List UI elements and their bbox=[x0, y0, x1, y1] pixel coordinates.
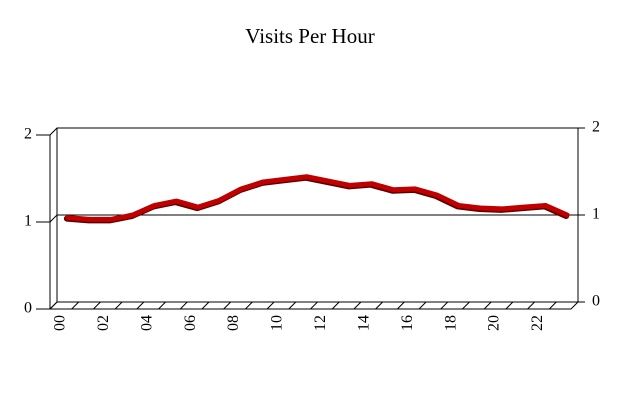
floor-tick bbox=[375, 301, 383, 310]
floor-tick bbox=[93, 301, 101, 310]
floor-tick bbox=[548, 301, 557, 310]
floor-tick bbox=[245, 301, 253, 310]
line bbox=[65, 174, 570, 222]
line-shadow bbox=[63, 174, 570, 224]
y2-tick-label: 1 bbox=[592, 206, 600, 223]
grid-line-side bbox=[49, 214, 58, 223]
floor-tick bbox=[201, 301, 210, 310]
x-tick-label: 20 bbox=[486, 315, 503, 331]
floor-tick bbox=[331, 301, 340, 310]
floor-tick bbox=[223, 301, 232, 310]
floor-tick bbox=[179, 301, 188, 310]
floor-tick bbox=[353, 301, 362, 310]
floor-tick bbox=[462, 301, 470, 310]
floor-tick bbox=[49, 301, 58, 310]
x-tick-label: 18 bbox=[442, 315, 459, 331]
floor-tick bbox=[505, 301, 514, 310]
x-tick-label: 14 bbox=[355, 315, 372, 331]
floor-tick bbox=[158, 301, 166, 310]
floor-tick bbox=[440, 301, 449, 310]
x-tick-label: 08 bbox=[225, 315, 242, 331]
floor-tick bbox=[114, 301, 123, 310]
y-tick-label: 0 bbox=[24, 300, 32, 317]
x-tick-label: 02 bbox=[95, 315, 112, 331]
chart-title: Visits Per Hour bbox=[245, 24, 374, 48]
floor-tick bbox=[310, 301, 318, 310]
floor-tick bbox=[396, 301, 405, 310]
x-tick-label: 22 bbox=[529, 315, 546, 331]
floor-tick bbox=[483, 301, 492, 310]
y2-tick-label: 0 bbox=[592, 293, 600, 310]
floor-tick bbox=[527, 301, 535, 310]
x-tick-label: 04 bbox=[138, 315, 155, 331]
x-tick-label: 16 bbox=[399, 315, 416, 331]
y-tick-label: 2 bbox=[24, 126, 32, 143]
x-tick-label: 12 bbox=[312, 315, 329, 331]
x-tick-label: 10 bbox=[269, 315, 286, 331]
floor-tick bbox=[418, 301, 427, 310]
floor-tick bbox=[288, 301, 297, 310]
floor-tick bbox=[266, 301, 275, 310]
floor-tick bbox=[136, 301, 145, 310]
floor-tick bbox=[71, 301, 80, 310]
x-tick-label: 00 bbox=[52, 315, 69, 331]
x-tick-label: 06 bbox=[182, 315, 199, 331]
y-tick-label: 1 bbox=[24, 213, 32, 230]
y2-tick-label: 2 bbox=[592, 119, 600, 136]
